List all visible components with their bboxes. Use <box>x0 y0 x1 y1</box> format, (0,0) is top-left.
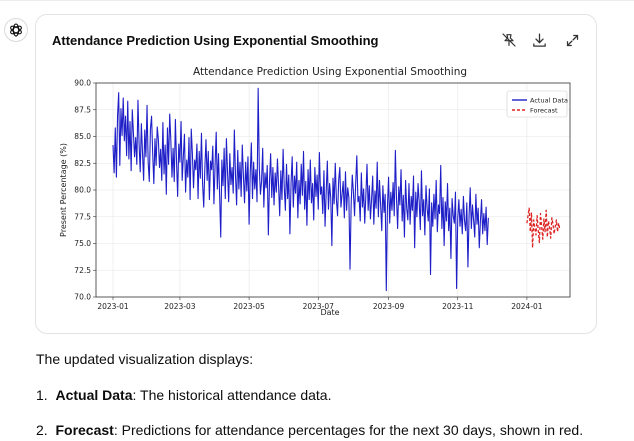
list-item-text: : The historical attendance data. <box>132 387 332 403</box>
y-tick-label: 85.0 <box>74 132 91 141</box>
chart-legend: Actual Data Forecast <box>506 90 568 118</box>
series-line-actual <box>112 87 489 292</box>
attendance-chart: Attendance Prediction Using Exponential … <box>59 66 571 317</box>
x-tick-label: 2023-07 <box>303 302 335 311</box>
openai-logo-icon <box>10 23 22 37</box>
x-axis-label: Date <box>320 308 339 317</box>
list-item-title: Actual Data <box>55 387 133 403</box>
chart-title: Attendance Prediction Using Exponential … <box>193 66 467 78</box>
y-tick-label: 77.5 <box>74 212 91 221</box>
list-item: 1. Actual Data: The historical attendanc… <box>36 387 331 403</box>
y-tick-label: 82.5 <box>74 159 91 168</box>
x-tick-label: 2024-01 <box>511 302 543 311</box>
expand-icon[interactable] <box>562 30 582 50</box>
list-number: 2. <box>36 422 48 438</box>
x-axis-ticks: 2023-01 2023-03 2023-05 2023-07 2023-09 2023-… <box>97 297 543 311</box>
y-tick-label: 70.0 <box>74 293 91 302</box>
legend-label-actual: Actual Data <box>530 97 568 105</box>
list-item-title: Forecast <box>55 422 114 438</box>
x-tick-label: 2023-05 <box>233 302 265 311</box>
legend-label-forecast: Forecast <box>530 107 558 115</box>
series-line-forecast <box>526 207 561 249</box>
top-divider <box>0 0 634 1</box>
card-title: Attendance Prediction Using Exponential … <box>52 33 379 48</box>
y-axis-ticks: 70.0 72.5 75.0 77.5 80.0 82.5 85.0 87.5 90.0 <box>74 79 96 302</box>
x-tick-label: 2023-09 <box>373 302 405 311</box>
response-intro: The updated visualization displays: <box>36 351 254 367</box>
chart-series <box>112 87 561 292</box>
y-tick-label: 75.0 <box>74 239 91 248</box>
pin-off-icon[interactable] <box>499 30 519 50</box>
x-tick-label: 2023-01 <box>97 302 129 311</box>
list-item: 2. Forecast: Predictions for attendance … <box>36 422 583 438</box>
y-tick-label: 87.5 <box>74 105 91 114</box>
chart-card: Attendance Prediction Using Exponential … <box>35 14 597 334</box>
list-number: 1. <box>36 387 48 403</box>
y-tick-label: 72.5 <box>74 266 91 275</box>
x-tick-label: 2023-03 <box>164 302 196 311</box>
y-axis-label: Present Percentage (%) <box>59 143 68 237</box>
y-tick-label: 80.0 <box>74 186 91 195</box>
download-icon[interactable] <box>529 30 549 50</box>
x-tick-label: 2023-11 <box>442 302 474 311</box>
y-tick-label: 90.0 <box>74 79 91 88</box>
assistant-avatar <box>4 18 28 42</box>
list-item-text: : Predictions for attendance percentages… <box>113 422 584 438</box>
